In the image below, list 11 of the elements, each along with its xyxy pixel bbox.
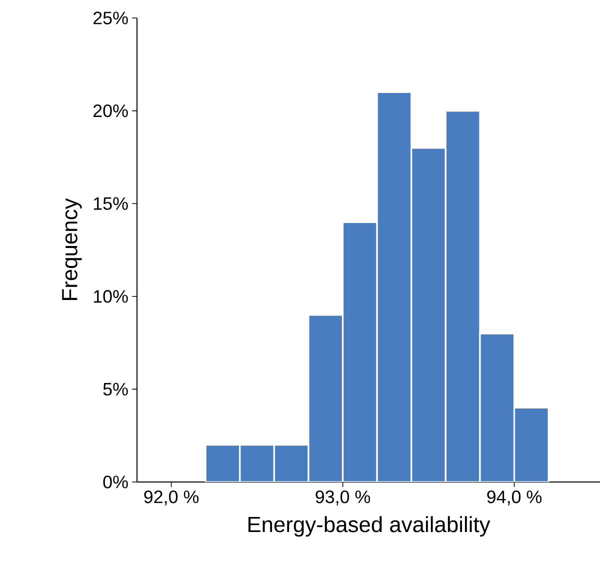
y-tick-label: 15% [94,197,128,210]
y-tick-label: 20% [93,104,128,118]
y-tick-label: 5% [103,382,128,396]
x-tick-label: 93,0 % [316,490,370,506]
x-tick-label: 94,0 % [487,490,542,506]
y-tick-label: 25% [93,12,128,24]
y-tick-label: 0% [103,476,128,488]
y-tick-label: 10% [94,290,128,303]
x-tick-label: 92,0 % [144,490,199,506]
x-axis-title: Energy-based availability [248,516,490,537]
y-axis-title: Frequency [62,198,82,300]
